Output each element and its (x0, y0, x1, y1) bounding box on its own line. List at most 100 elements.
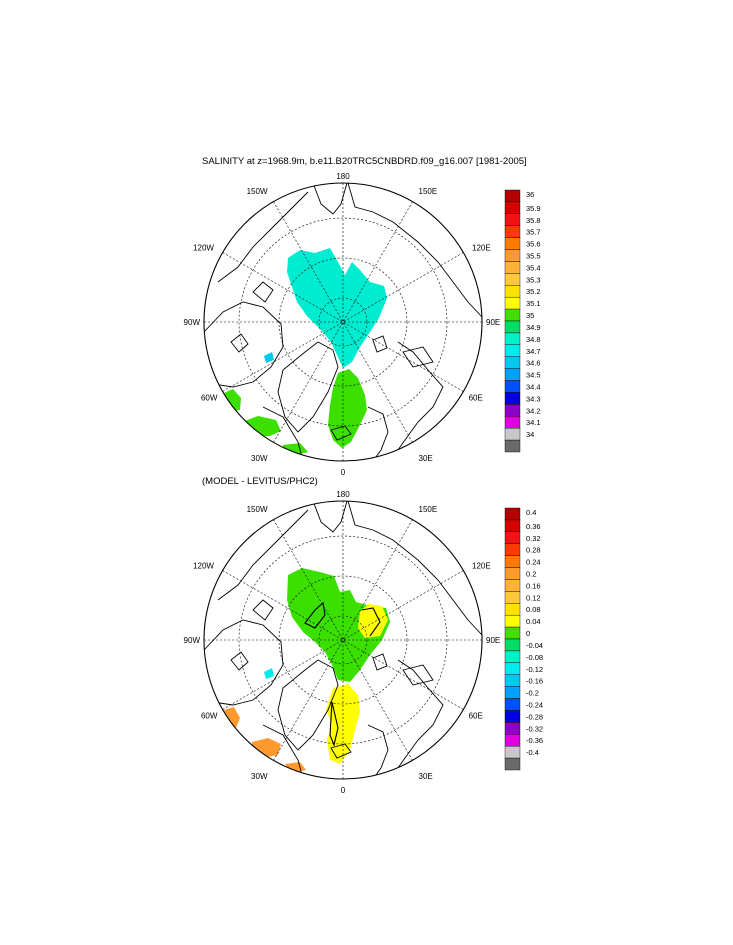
green-region-arctic (287, 568, 390, 682)
colorbar-label: 0.12 (526, 593, 541, 602)
colorbar-label: 0.2 (526, 570, 536, 579)
colorbar-swatch (504, 686, 521, 699)
lon-label-bl2: 30W (251, 454, 268, 463)
coastline (262, 406, 304, 461)
coastline (277, 659, 339, 751)
colorbar-label: -0.24 (526, 701, 543, 710)
colorbar-label: 35.4 (526, 263, 541, 272)
lon-label-top: 180 (336, 490, 350, 499)
coastline (402, 664, 434, 686)
coastline (230, 333, 249, 353)
colorbar-swatch (504, 579, 521, 592)
coastline (262, 724, 304, 779)
colorbar-label: 0.36 (526, 522, 541, 531)
colorbar-swatch (504, 614, 521, 628)
cyan-region-baffin (264, 668, 274, 679)
coastline (392, 659, 444, 776)
colorbar-label: 0.24 (526, 558, 541, 567)
colorbar-label: 34.4 (526, 383, 541, 392)
colorbar-swatch (504, 745, 521, 759)
coastline (392, 341, 444, 458)
colorbar-label: 35.5 (526, 252, 541, 261)
colorbar-label: -0.04 (526, 641, 543, 650)
colorbar-swatch (504, 404, 521, 417)
colorbar-label: 34.3 (526, 394, 541, 403)
colorbar-label: -0.12 (526, 665, 543, 674)
colorbar-label: 34.8 (526, 335, 541, 344)
coastline (217, 191, 309, 283)
colorbar-swatch (504, 603, 521, 616)
colorbar-swatch (504, 698, 521, 711)
coastline (230, 651, 249, 671)
colorbar-label: 0.08 (526, 605, 541, 614)
colorbar-swatch (504, 626, 521, 640)
lon-label-top: 180 (336, 172, 350, 181)
coastline (330, 425, 352, 441)
lon-label-br2: 30E (419, 454, 433, 463)
colorbar-label: 35.6 (526, 240, 541, 249)
colorbar-label: 0.16 (526, 581, 541, 590)
colorbar-swatch (504, 285, 521, 298)
latitude-circle (318, 615, 368, 665)
latitude-circle (238, 535, 448, 745)
colorbar-label: 34.7 (526, 347, 541, 356)
cyan-region-arctic (287, 248, 387, 368)
colorbar-swatch (504, 662, 521, 675)
lon-label-tl2: 120W (193, 562, 214, 571)
coastline (277, 341, 339, 433)
map-boundary (203, 500, 483, 780)
colorbar-label: 34.9 (526, 323, 541, 332)
lon-label-tl1: 150W (247, 505, 268, 514)
panel1-title: SALINITY at z=1968.9m, b.e11.B20TRC5CNBD… (202, 156, 527, 167)
colorbar-label: 35.8 (526, 216, 541, 225)
colorbar-swatch (504, 674, 521, 687)
map-content (204, 501, 482, 779)
colorbar-swatch (504, 650, 521, 664)
colorbar-swatch (504, 368, 521, 381)
coastline (367, 724, 389, 779)
coastline (204, 619, 284, 706)
colorbar-swatch (504, 519, 521, 533)
coastline (347, 183, 482, 318)
colorbar-label: 34.6 (526, 359, 541, 368)
colorbar-swatch (504, 249, 521, 262)
coastline (252, 599, 274, 621)
colorbar-label: -0.32 (526, 724, 543, 733)
panel-1-map: 180 0 90W 90E 150W 120W 150E 120E 60W 30W 60E 30E (184, 172, 501, 477)
green-region-atlantic (242, 416, 281, 437)
colorbar-swatch (504, 380, 521, 393)
colorbar-swatch (504, 638, 521, 652)
coastline (347, 501, 482, 636)
colorbar-label: -0.16 (526, 677, 543, 686)
colorbar-label: 0.04 (526, 617, 541, 626)
colorbar-swatch (504, 591, 521, 604)
lon-label-tl2: 120W (193, 244, 214, 253)
colorbar-label: 34.1 (526, 418, 541, 427)
lon-label-br1: 60E (469, 712, 483, 721)
lon-label-right: 90E (486, 318, 500, 327)
latitude-circle (318, 297, 368, 347)
panel-1-colorbar: 36 35.9 35.8 35.7 35.6 35.5 35.4 35.3 35.2 35.1 35… (504, 189, 541, 453)
map-boundary (203, 182, 483, 462)
colorbar-swatch (504, 296, 521, 310)
colorbar-swatch (504, 344, 521, 357)
panel-2-map: 180 0 90W 90E 150W 120W 150E 120E 60W 30W 60E 30E (184, 490, 501, 795)
colorbar-swatch (504, 531, 521, 544)
colorbar-label: 0.4 (526, 508, 536, 517)
zero-contour (304, 601, 326, 629)
colorbar-label: 34.5 (526, 371, 541, 380)
coastline (204, 301, 284, 388)
colorbar-swatch (504, 356, 521, 369)
colorbar-swatch (504, 710, 521, 723)
colorbar-label: -0.08 (526, 653, 543, 662)
lon-label-bottom: 0 (341, 786, 346, 795)
colorbar-swatch (504, 261, 521, 274)
coastline (252, 281, 274, 303)
colorbar-swatch (504, 734, 521, 747)
colorbar-label: 0.32 (526, 534, 541, 543)
colorbar-swatch (504, 439, 521, 453)
latitude-circle (278, 257, 408, 387)
colorbar-swatch (504, 507, 521, 521)
colorbar-swatch (504, 320, 521, 334)
